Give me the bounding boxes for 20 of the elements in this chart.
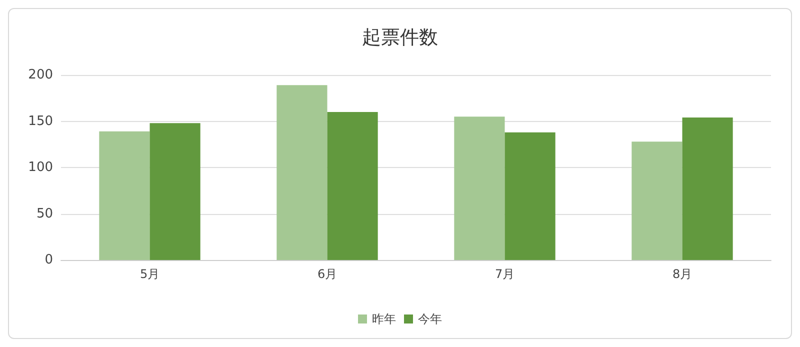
bar: [150, 123, 200, 260]
y-tick-label: 200: [28, 68, 53, 82]
legend-label: 昨年: [372, 312, 396, 326]
y-tick-label: 100: [28, 160, 53, 175]
bar: [99, 131, 150, 260]
y-tick-label: 150: [28, 114, 53, 129]
bar: [327, 112, 378, 260]
y-tick-label: 50: [36, 206, 53, 222]
bar: [632, 142, 682, 260]
bar: [454, 116, 505, 260]
x-tick-label: 5月: [140, 267, 160, 281]
x-tick-label: 8月: [672, 267, 692, 281]
bar: [682, 118, 733, 260]
bar: [504, 132, 556, 260]
chart-title: 起票件数: [362, 26, 438, 48]
x-tick-label: 7月: [494, 267, 515, 281]
y-tick-label: 0: [44, 252, 53, 268]
legend-label: 今年: [418, 312, 442, 326]
x-tick-label: 6月: [317, 267, 338, 281]
bar: [276, 85, 328, 260]
